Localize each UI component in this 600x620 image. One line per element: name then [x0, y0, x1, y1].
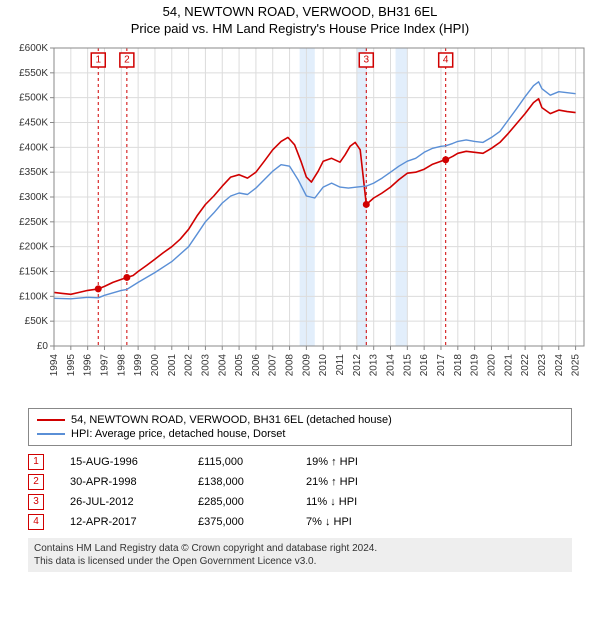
sale-price: £138,000: [198, 476, 298, 488]
svg-text:£250K: £250K: [19, 217, 48, 228]
chart-titles: 54, NEWTOWN ROAD, VERWOOD, BH31 6EL Pric…: [0, 0, 600, 40]
sales-table: 1 15-AUG-1996 £115,000 19% ↑ HPI 2 30-AP…: [28, 452, 572, 532]
sale-marker-icon: 3: [28, 494, 44, 510]
svg-text:2004: 2004: [217, 353, 228, 376]
svg-text:£400K: £400K: [19, 142, 48, 153]
svg-text:4: 4: [443, 54, 449, 65]
svg-text:2001: 2001: [167, 353, 178, 376]
legend-label: 54, NEWTOWN ROAD, VERWOOD, BH31 6EL (det…: [71, 414, 392, 426]
svg-text:2024: 2024: [554, 353, 565, 376]
svg-text:£350K: £350K: [19, 167, 48, 178]
legend-swatch: [37, 433, 65, 435]
svg-text:2008: 2008: [285, 353, 296, 376]
sale-diff: 21% ↑ HPI: [306, 476, 426, 488]
svg-text:2002: 2002: [184, 353, 195, 376]
svg-text:2005: 2005: [234, 353, 245, 376]
sales-row: 3 26-JUL-2012 £285,000 11% ↓ HPI: [28, 492, 572, 512]
svg-text:2015: 2015: [402, 353, 413, 376]
svg-text:2003: 2003: [200, 353, 211, 376]
sale-marker-icon: 1: [28, 454, 44, 470]
sale-price: £375,000: [198, 516, 298, 528]
sale-diff: 19% ↑ HPI: [306, 456, 426, 468]
title-line-2: Price paid vs. HM Land Registry's House …: [0, 21, 600, 38]
sale-diff: 11% ↓ HPI: [306, 496, 426, 508]
sale-marker-icon: 4: [28, 514, 44, 530]
svg-text:1: 1: [95, 54, 101, 65]
sale-price: £115,000: [198, 456, 298, 468]
svg-text:2021: 2021: [503, 353, 514, 376]
footer-attribution: Contains HM Land Registry data © Crown c…: [28, 538, 572, 572]
svg-text:2016: 2016: [419, 353, 430, 376]
svg-text:£500K: £500K: [19, 92, 48, 103]
sale-date: 12-APR-2017: [52, 516, 190, 528]
svg-text:2023: 2023: [537, 353, 548, 376]
svg-text:£150K: £150K: [19, 266, 48, 277]
sale-date: 15-AUG-1996: [52, 456, 190, 468]
svg-text:2013: 2013: [369, 353, 380, 376]
svg-text:1998: 1998: [116, 353, 127, 376]
svg-text:2000: 2000: [150, 353, 161, 376]
svg-text:2022: 2022: [520, 353, 531, 376]
svg-text:2017: 2017: [436, 353, 447, 376]
svg-text:£50K: £50K: [25, 316, 49, 327]
svg-text:1994: 1994: [49, 353, 60, 376]
svg-text:£600K: £600K: [19, 43, 48, 54]
title-line-1: 54, NEWTOWN ROAD, VERWOOD, BH31 6EL: [0, 4, 600, 21]
chart-area: 1 2 3 4 £0 £50K £100K £150K £200K £250K £300K £350K…: [0, 40, 600, 400]
svg-text:2007: 2007: [268, 353, 279, 376]
svg-text:2019: 2019: [470, 353, 481, 376]
svg-text:£200K: £200K: [19, 241, 48, 252]
legend-row: HPI: Average price, detached house, Dors…: [37, 427, 563, 441]
legend-swatch: [37, 419, 65, 421]
svg-text:2006: 2006: [251, 353, 262, 376]
sales-row: 4 12-APR-2017 £375,000 7% ↓ HPI: [28, 512, 572, 532]
svg-text:2025: 2025: [571, 353, 582, 376]
sales-row: 1 15-AUG-1996 £115,000 19% ↑ HPI: [28, 452, 572, 472]
svg-text:3: 3: [363, 54, 369, 65]
svg-text:2020: 2020: [486, 353, 497, 376]
sale-diff: 7% ↓ HPI: [306, 516, 426, 528]
svg-text:2018: 2018: [453, 353, 464, 376]
svg-text:1997: 1997: [99, 353, 110, 376]
sale-date: 30-APR-1998: [52, 476, 190, 488]
svg-text:£0: £0: [37, 341, 49, 352]
line-chart: 1 2 3 4 £0 £50K £100K £150K £200K £250K £300K £350K…: [0, 40, 600, 400]
svg-text:1999: 1999: [133, 353, 144, 376]
legend-label: HPI: Average price, detached house, Dors…: [71, 428, 285, 440]
svg-text:2010: 2010: [318, 353, 329, 376]
footer-line: Contains HM Land Registry data © Crown c…: [34, 542, 566, 555]
svg-text:£450K: £450K: [19, 117, 48, 128]
svg-text:2012: 2012: [352, 353, 363, 376]
sale-price: £285,000: [198, 496, 298, 508]
svg-text:£300K: £300K: [19, 192, 48, 203]
svg-text:2014: 2014: [386, 353, 397, 376]
svg-text:£550K: £550K: [19, 68, 48, 79]
sale-date: 26-JUL-2012: [52, 496, 190, 508]
svg-text:1995: 1995: [66, 353, 77, 376]
svg-text:£100K: £100K: [19, 291, 48, 302]
legend-row: 54, NEWTOWN ROAD, VERWOOD, BH31 6EL (det…: [37, 413, 563, 427]
sales-row: 2 30-APR-1998 £138,000 21% ↑ HPI: [28, 472, 572, 492]
svg-text:2011: 2011: [335, 353, 346, 375]
svg-text:1996: 1996: [83, 353, 94, 376]
svg-text:2: 2: [124, 54, 130, 65]
footer-line: This data is licensed under the Open Gov…: [34, 555, 566, 568]
svg-text:2009: 2009: [301, 353, 312, 376]
sale-marker-icon: 2: [28, 474, 44, 490]
legend: 54, NEWTOWN ROAD, VERWOOD, BH31 6EL (det…: [28, 408, 572, 446]
